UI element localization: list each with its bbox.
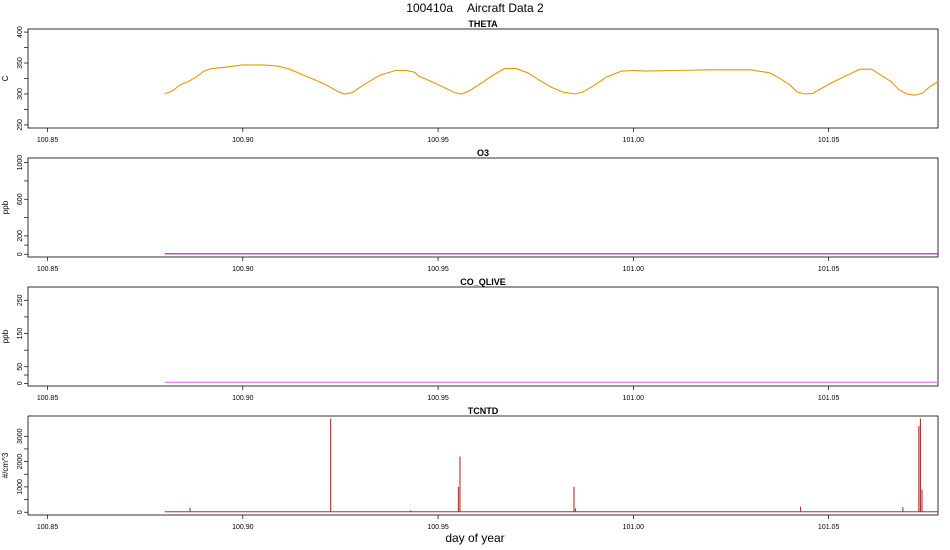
- x-tick-label: 101.05: [818, 266, 840, 273]
- x-tick-label: 101.00: [623, 137, 645, 144]
- x-tick-label: 100.85: [37, 266, 59, 273]
- x-tick-label: 100.90: [232, 395, 254, 402]
- y-tick-label: 50: [17, 363, 24, 371]
- x-tick-label: 101.05: [818, 395, 840, 402]
- x-tick-label: 101.05: [818, 137, 840, 144]
- x-tick-label: 101.00: [623, 524, 645, 531]
- y-axis-label: ppb: [1, 329, 10, 343]
- x-tick-label: 101.05: [818, 524, 840, 531]
- x-tick-label: 100.90: [232, 524, 254, 531]
- y-tick-label: 250: [17, 294, 24, 306]
- y-tick-label: 250: [17, 119, 24, 131]
- y-tick-label: 1000: [17, 155, 24, 171]
- y-tick-label: 350: [17, 57, 24, 69]
- x-tick-label: 100.85: [37, 395, 59, 402]
- panel-title: TCNTD: [468, 406, 499, 416]
- x-axis-label: day of year: [445, 531, 505, 545]
- panel-theta: THETA C 250 300 350 400 100.85 100.90 100.95 101.…: [1, 19, 939, 144]
- series-line-theta: [164, 64, 939, 96]
- x-tick-label: 100.90: [232, 137, 254, 144]
- y-tick-label: 1000: [17, 479, 24, 495]
- page-title: 100410a Aircraft Data 2: [0, 1, 950, 15]
- x-tick-label: 100.85: [37, 137, 59, 144]
- plot-frame: [27, 415, 939, 516]
- y-tick-label: 300: [17, 88, 24, 100]
- panel-tcntd: TCNTD #/cm^3 0 1000 2000 3000 100.85 100.90 100.…: [1, 406, 939, 531]
- y-tick-label: 200: [17, 230, 24, 242]
- x-tick-label: 100.95: [427, 395, 449, 402]
- x-tick-label: 100.85: [37, 524, 59, 531]
- y-tick-label: 2000: [17, 454, 24, 470]
- panel-title: O3: [477, 148, 489, 158]
- y-tick-label: 400: [17, 26, 24, 38]
- x-tick-label: 100.95: [427, 137, 449, 144]
- x-tick-label: 101.00: [623, 395, 645, 402]
- plot-frame: [27, 286, 939, 387]
- x-tick-label: 100.95: [427, 266, 449, 273]
- dataset-id: 100410a: [406, 1, 453, 15]
- y-tick-label: 3000: [17, 428, 24, 444]
- title-text: Aircraft Data 2: [467, 1, 544, 15]
- y-axis-label: ppb: [1, 200, 10, 214]
- panel-title: THETA: [468, 19, 498, 29]
- panel-o3: O3 ppb 0 200 600 1000 100.85 100.90 100.95 101.00…: [1, 148, 939, 273]
- y-axis-label: C: [1, 75, 10, 81]
- x-tick-label: 101.00: [623, 266, 645, 273]
- plot-frame: [27, 157, 939, 258]
- y-tick-label: 0: [17, 381, 24, 385]
- y-tick-label: 600: [17, 193, 24, 205]
- plot-frame: [27, 28, 939, 129]
- x-tick-label: 100.95: [427, 524, 449, 531]
- panel-title: CO_QLIVE: [460, 277, 506, 287]
- y-tick-label: 0: [17, 252, 24, 256]
- y-tick-label: 0: [17, 510, 24, 514]
- x-tick-label: 100.90: [232, 266, 254, 273]
- y-axis-label: #/cm^3: [1, 452, 10, 478]
- y-tick-label: 150: [17, 328, 24, 340]
